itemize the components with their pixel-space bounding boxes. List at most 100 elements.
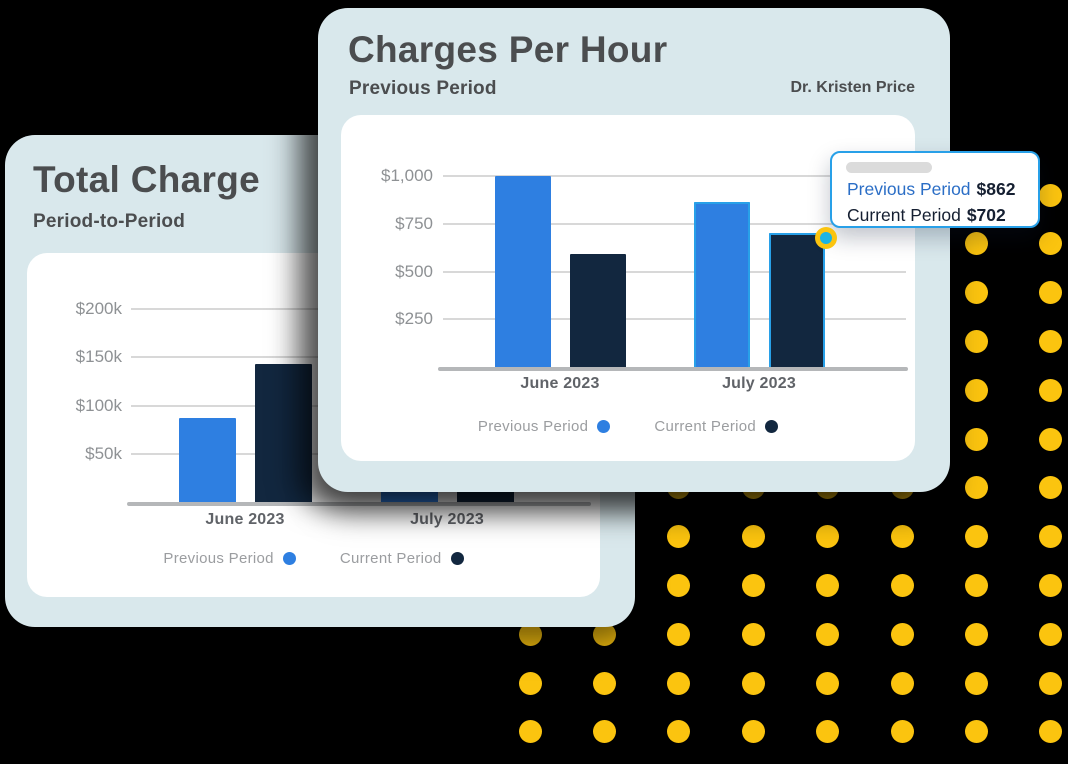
legend-item-previous-period[interactable]: Previous Period bbox=[477, 418, 611, 435]
legend-label-previous-period: Previous Period bbox=[477, 418, 589, 435]
bar-june-2023-current-period[interactable] bbox=[569, 254, 626, 367]
pattern-dot bbox=[741, 622, 765, 646]
pattern-dot bbox=[964, 525, 988, 549]
pattern-dot bbox=[816, 671, 840, 695]
pattern-dot bbox=[816, 622, 840, 646]
pattern-dot bbox=[1039, 183, 1063, 207]
bar-july-2023-previous-period[interactable] bbox=[693, 202, 750, 367]
x-axis-baseline bbox=[127, 502, 591, 506]
legend-item-current-period[interactable]: Current Period bbox=[340, 550, 464, 567]
pattern-dot bbox=[1039, 573, 1063, 597]
chart-title-total-charge: Total Charge bbox=[33, 159, 260, 200]
pattern-dot bbox=[890, 720, 914, 744]
tooltip-current-value: $702 bbox=[966, 205, 1006, 225]
data-point-marker-core bbox=[820, 232, 832, 244]
bar-june-2023-previous-period[interactable] bbox=[494, 176, 551, 367]
pattern-dot bbox=[964, 378, 988, 402]
pattern-dot bbox=[741, 573, 765, 597]
legend-label-current-period: Current Period bbox=[339, 550, 442, 567]
pattern-dot bbox=[1039, 671, 1063, 695]
pattern-dot bbox=[964, 622, 988, 646]
pattern-dot bbox=[1039, 720, 1063, 744]
pattern-dot bbox=[518, 622, 542, 646]
pattern-dot bbox=[1039, 525, 1063, 549]
y-axis-tick-200k: $200k bbox=[75, 299, 122, 318]
x-axis-label-june-2023: June 2023 bbox=[520, 375, 600, 392]
tooltip-row-previous: Previous Period $862 bbox=[847, 176, 1015, 202]
gridline-1-000 bbox=[443, 175, 906, 177]
pattern-dot bbox=[964, 232, 988, 256]
pattern-dot bbox=[592, 671, 616, 695]
pattern-dot bbox=[667, 720, 691, 744]
legend-dot-current-period bbox=[765, 420, 779, 433]
x-axis-label-july-2023: July 2023 bbox=[410, 511, 484, 528]
pattern-dot bbox=[890, 671, 914, 695]
y-axis-tick-150k: $150k bbox=[75, 347, 122, 367]
pattern-dot bbox=[816, 573, 840, 597]
legend-label-current-period: Current Period bbox=[654, 418, 757, 435]
x-axis-baseline bbox=[438, 367, 908, 371]
bar-july-2023-current-period[interactable] bbox=[768, 232, 825, 367]
pattern-dot bbox=[518, 671, 542, 695]
y-axis-tick-50k: $50k bbox=[85, 443, 122, 463]
legend-label-previous-period: Previous Period bbox=[163, 550, 274, 567]
gridline-500 bbox=[443, 270, 906, 273]
chart-panel-charges-per-hour: $1,000 $750 $500 $250 June 2023 July 2023 Prev… bbox=[341, 115, 915, 461]
legend-item-previous-period[interactable]: Previous Period bbox=[163, 550, 296, 567]
pattern-dot bbox=[1039, 622, 1063, 646]
card-charges-per-hour: Charges Per Hour Previous Period Dr. Kri… bbox=[318, 8, 950, 492]
pattern-dot bbox=[518, 720, 542, 744]
tooltip-current-label: Current Period bbox=[847, 205, 961, 225]
pattern-dot bbox=[1039, 378, 1063, 402]
pattern-dot bbox=[964, 281, 988, 305]
pattern-dot bbox=[667, 525, 691, 549]
gridline-250 bbox=[443, 318, 906, 321]
pattern-dot bbox=[964, 476, 988, 500]
tooltip-row-current: Current Period $702 bbox=[847, 202, 1015, 228]
legend-dot-previous-period bbox=[282, 552, 296, 565]
pattern-dot bbox=[890, 573, 914, 597]
tooltip-rows: Previous Period $862 Current Period $702 bbox=[847, 176, 1015, 228]
pattern-dot bbox=[890, 622, 914, 646]
legend-dot-current-period bbox=[450, 552, 464, 565]
pattern-dot bbox=[964, 427, 988, 451]
tooltip-previous-value: $862 bbox=[976, 179, 1016, 199]
pattern-dot bbox=[964, 573, 988, 597]
pattern-dot bbox=[667, 573, 691, 597]
pattern-dot bbox=[592, 622, 616, 646]
x-axis-label-july-2023: July 2023 bbox=[722, 375, 796, 392]
chart-legend: Previous Period Current Period bbox=[341, 418, 915, 435]
tooltip-handle bbox=[846, 162, 932, 173]
y-axis-tick-1-000: $1,000 bbox=[381, 166, 433, 185]
pattern-dot bbox=[741, 671, 765, 695]
pattern-dot bbox=[1039, 329, 1063, 353]
chart-title-charges-per-hour: Charges Per Hour bbox=[348, 29, 668, 70]
pattern-dot bbox=[1039, 281, 1063, 305]
y-axis-tick-100k: $100k bbox=[75, 395, 122, 415]
y-axis-tick-500: $500 bbox=[395, 261, 433, 281]
pattern-dot bbox=[964, 671, 988, 695]
y-axis-tick-250: $250 bbox=[395, 309, 433, 329]
pattern-dot bbox=[1039, 476, 1063, 500]
bar-june-2023-current-period[interactable] bbox=[254, 364, 312, 502]
tooltip-previous-label: Previous Period bbox=[847, 179, 971, 199]
chart-legend: Previous Period Current Period bbox=[27, 550, 600, 567]
pattern-dot bbox=[964, 720, 988, 744]
chart-subtitle-total-charge: Period-to-Period bbox=[33, 211, 186, 232]
data-point-marker bbox=[815, 227, 837, 249]
pattern-dot bbox=[592, 720, 616, 744]
pattern-dot bbox=[964, 329, 988, 353]
pattern-dot bbox=[667, 671, 691, 695]
pattern-dot bbox=[1039, 232, 1063, 256]
pattern-dot bbox=[816, 525, 840, 549]
gridline-750 bbox=[443, 222, 906, 225]
legend-dot-previous-period bbox=[597, 420, 611, 433]
pattern-dot bbox=[667, 622, 691, 646]
x-axis-label-june-2023: June 2023 bbox=[205, 511, 285, 528]
pattern-dot bbox=[741, 525, 765, 549]
chart-tooltip: Previous Period $862 Current Period $702 bbox=[830, 151, 1040, 228]
bar-june-2023-previous-period[interactable] bbox=[178, 418, 236, 502]
pattern-dot bbox=[741, 720, 765, 744]
legend-item-current-period[interactable]: Current Period bbox=[654, 418, 779, 435]
